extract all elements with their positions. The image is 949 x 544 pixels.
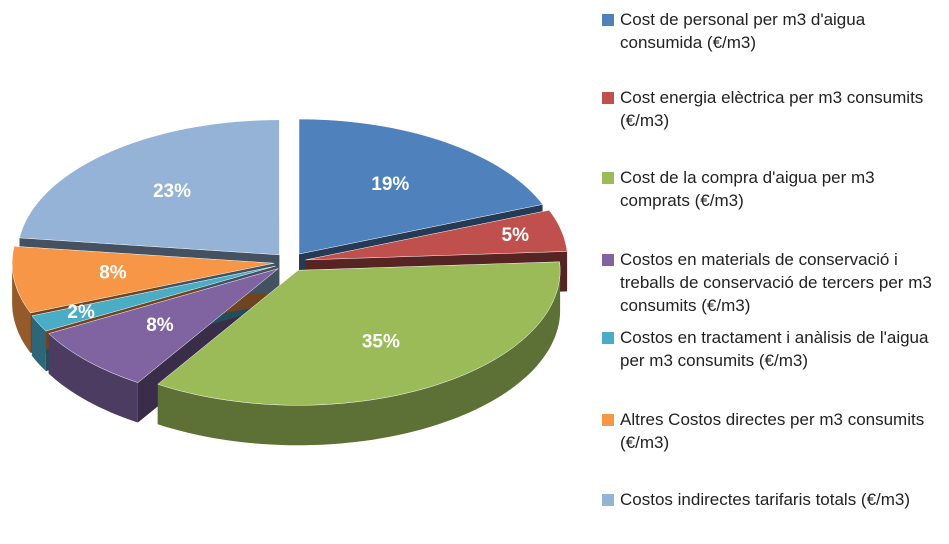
legend-item: Cost de la compra d'aigua per m3 comprat… [600,166,945,212]
slice [31,265,276,332]
legend-label: Costos en tractament i anàlisis de l'aig… [620,328,929,370]
legend-swatch [602,332,614,344]
legend-item: Costos en tractament i anàlisis de l'aig… [600,326,945,372]
legend-label: Costos en materials de conservació i tre… [620,250,932,315]
data-label: 35% [362,331,400,352]
slice [157,261,561,406]
legend-item: Costos indirectes tarifaris totals (€/m3… [600,488,945,511]
legend-item: Cost de personal per m3 d'aigua consumid… [600,8,945,54]
data-label: 8% [99,263,127,284]
data-label: 19% [371,174,409,195]
slice [305,209,568,261]
legend-swatch [602,254,614,266]
slice-side [31,315,46,372]
legend-swatch [602,14,614,26]
legend-swatch [602,92,614,104]
data-label: 23% [153,181,191,202]
slice-side [12,263,31,353]
data-label: 2% [67,302,95,323]
data-label: 5% [502,225,530,246]
legend-label: Cost de la compra d'aigua per m3 comprat… [620,168,875,210]
pie-chart: 19%5%35%8%2%8%23% [11,118,568,446]
legend-swatch [602,414,614,426]
legend-swatch [602,494,614,506]
data-label: 8% [146,315,174,336]
legend-item: Costos en materials de conservació i tre… [600,248,945,317]
slice-side [157,270,561,446]
legend-label: Costos indirectes tarifaris totals (€/m3… [620,490,911,509]
legend-label: Altres Costos directes per m3 consumits … [620,410,925,452]
slice [19,119,280,256]
slice [11,246,275,314]
slice [48,268,279,383]
legend-swatch [602,172,614,184]
legend-label: Cost energia elèctrica per m3 consumits … [620,88,924,130]
slice-side [48,333,138,423]
legend-label: Cost de personal per m3 d'aigua consumid… [620,10,866,52]
legend-item: Altres Costos directes per m3 consumits … [600,408,945,454]
legend-item: Cost energia elèctrica per m3 consumits … [600,86,945,132]
slice [298,118,544,255]
